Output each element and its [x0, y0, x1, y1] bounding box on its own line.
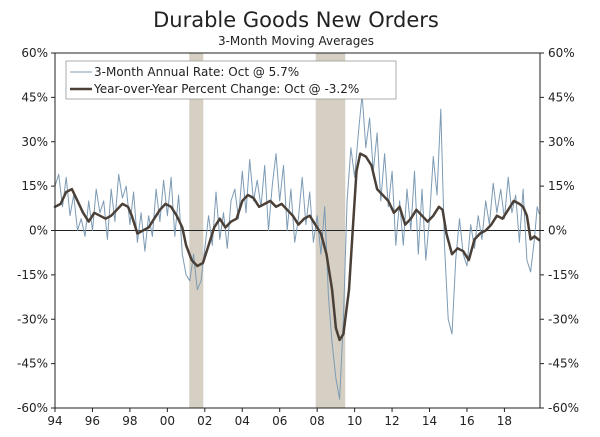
x-tick-label: 04	[235, 414, 250, 428]
x-tick-label: 02	[197, 414, 212, 428]
y-right-tick-label: 45%	[548, 90, 575, 104]
y-left-tick-label: -30%	[17, 312, 48, 326]
y-right-tick-label: -30%	[548, 312, 579, 326]
x-tick-label: 96	[85, 414, 100, 428]
chart-title: Durable Goods New Orders	[153, 8, 439, 32]
x-tick-label: 12	[384, 414, 399, 428]
series-line-yoy-change	[53, 152, 541, 342]
x-tick-label: 08	[310, 414, 325, 428]
y-right-tick-label: 30%	[548, 135, 575, 149]
y-left-tick-label: 30%	[21, 135, 48, 149]
y-right-tick-label: 15%	[548, 179, 575, 193]
x-tick-label: 16	[459, 414, 474, 428]
y-left-tick-label: 60%	[21, 46, 48, 60]
y-axis-right: 60% 45% 30% 15% 0% -15% -30% -45% -60%	[540, 46, 579, 415]
y-right-tick-label: -60%	[548, 401, 579, 415]
legend-box	[65, 60, 397, 100]
x-tick-label: 14	[422, 414, 437, 428]
x-tick-label: 94	[47, 414, 62, 428]
y-right-tick-label: 60%	[548, 46, 575, 60]
legend-label-yoy-change: Year-over-Year Percent Change: Oct @ -3.…	[93, 82, 359, 96]
y-axis-left: 60% 45% 30% 15% 0% -15% -30% -45% -60%	[17, 46, 55, 415]
legend-label-annual-rate: 3-Month Annual Rate: Oct @ 5.7%	[94, 65, 299, 79]
y-left-tick-label: 15%	[21, 179, 48, 193]
x-tick-label: 18	[497, 414, 512, 428]
legend: 3-Month Annual Rate: Oct @ 5.7% Year-ove…	[65, 60, 397, 100]
x-tick-label: 98	[122, 414, 137, 428]
series-lines	[53, 93, 541, 400]
y-right-tick-label: 0%	[548, 224, 567, 238]
y-left-tick-label: -60%	[17, 401, 48, 415]
y-right-tick-label: -15%	[548, 268, 579, 282]
x-tick-label: 10	[347, 414, 362, 428]
x-tick-label: 06	[272, 414, 287, 428]
y-left-tick-label: 45%	[21, 90, 48, 104]
y-left-tick-label: -45%	[17, 357, 48, 371]
y-right-tick-label: -45%	[548, 357, 579, 371]
y-left-tick-label: 0%	[29, 224, 48, 238]
chart-subtitle: 3-Month Moving Averages	[218, 34, 374, 48]
series-line-annual-rate	[54, 93, 540, 400]
x-tick-label: 00	[160, 414, 175, 428]
y-left-tick-label: -15%	[17, 268, 48, 282]
x-axis: 94 96 98 00 02 04 06 08 10 12 14 16 18	[47, 408, 512, 428]
